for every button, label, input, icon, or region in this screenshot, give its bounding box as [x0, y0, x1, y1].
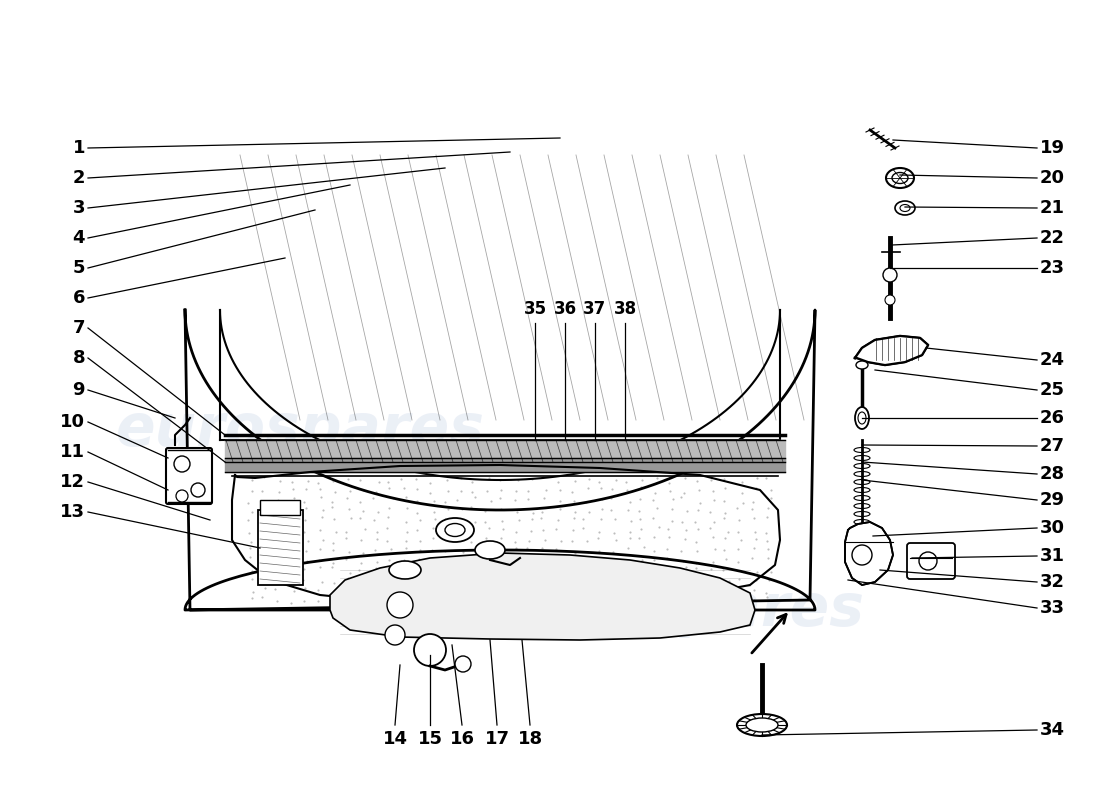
Circle shape [883, 268, 896, 282]
Ellipse shape [892, 173, 907, 183]
Text: 1: 1 [73, 139, 85, 157]
Circle shape [455, 656, 471, 672]
Ellipse shape [858, 412, 866, 424]
Ellipse shape [389, 561, 421, 579]
Text: 13: 13 [60, 503, 85, 521]
Text: 9: 9 [73, 381, 85, 399]
Text: 8: 8 [73, 349, 85, 367]
Text: 35: 35 [524, 300, 547, 318]
Text: 7: 7 [73, 319, 85, 337]
Text: 19: 19 [1040, 139, 1065, 157]
Text: 38: 38 [614, 300, 637, 318]
Text: 25: 25 [1040, 381, 1065, 399]
Circle shape [414, 634, 446, 666]
Ellipse shape [737, 714, 786, 736]
Text: 28: 28 [1040, 465, 1065, 483]
Text: 3: 3 [73, 199, 85, 217]
Text: 37: 37 [583, 300, 606, 318]
Text: 26: 26 [1040, 409, 1065, 427]
Polygon shape [845, 522, 893, 585]
Text: 5: 5 [73, 259, 85, 277]
Text: 29: 29 [1040, 491, 1065, 509]
Text: 6: 6 [73, 289, 85, 307]
Text: 17: 17 [484, 730, 509, 748]
Text: 24: 24 [1040, 351, 1065, 369]
Text: 36: 36 [553, 300, 576, 318]
Ellipse shape [475, 541, 505, 559]
Text: 34: 34 [1040, 721, 1065, 739]
Circle shape [886, 295, 895, 305]
Text: 27: 27 [1040, 437, 1065, 455]
Circle shape [174, 456, 190, 472]
Ellipse shape [746, 718, 778, 732]
Polygon shape [855, 336, 928, 365]
Text: 4: 4 [73, 229, 85, 247]
Circle shape [387, 592, 412, 618]
Circle shape [176, 490, 188, 502]
Bar [260, 500, 300, 515]
Text: eurospares: eurospares [116, 402, 484, 458]
Text: 32: 32 [1040, 573, 1065, 591]
Bar [258, 510, 303, 585]
Text: 21: 21 [1040, 199, 1065, 217]
Text: eurospares: eurospares [495, 582, 865, 638]
Text: 22: 22 [1040, 229, 1065, 247]
FancyBboxPatch shape [908, 543, 955, 579]
Text: 18: 18 [517, 730, 542, 748]
Text: 33: 33 [1040, 599, 1065, 617]
Text: 10: 10 [60, 413, 85, 431]
Text: 15: 15 [418, 730, 442, 748]
Text: 31: 31 [1040, 547, 1065, 565]
Text: 2: 2 [73, 169, 85, 187]
Text: 20: 20 [1040, 169, 1065, 187]
Circle shape [385, 625, 405, 645]
Text: 14: 14 [383, 730, 407, 748]
Circle shape [852, 545, 872, 565]
Polygon shape [330, 553, 755, 640]
Text: 30: 30 [1040, 519, 1065, 537]
Ellipse shape [856, 361, 868, 369]
Circle shape [918, 552, 937, 570]
Ellipse shape [886, 168, 914, 188]
Ellipse shape [855, 407, 869, 429]
FancyBboxPatch shape [166, 448, 212, 504]
Text: 11: 11 [60, 443, 85, 461]
Ellipse shape [446, 523, 465, 537]
Circle shape [191, 483, 205, 497]
Text: 23: 23 [1040, 259, 1065, 277]
Text: 12: 12 [60, 473, 85, 491]
Text: 16: 16 [450, 730, 474, 748]
Ellipse shape [900, 205, 910, 211]
Ellipse shape [436, 518, 474, 542]
Ellipse shape [895, 201, 915, 215]
